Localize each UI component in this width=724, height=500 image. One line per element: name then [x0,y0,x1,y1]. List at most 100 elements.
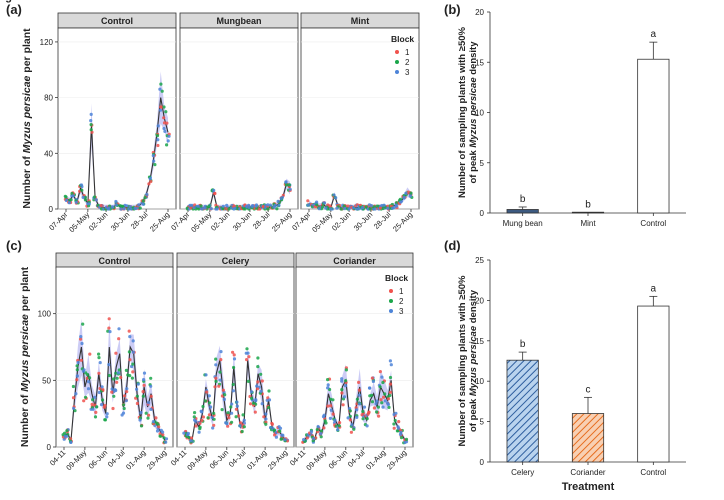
data-point [323,419,327,423]
data-point [316,425,320,429]
data-point [207,394,211,398]
data-point [207,204,211,209]
data-point [331,412,335,416]
data-point [329,408,333,412]
data-point [357,393,361,397]
data-point [365,417,369,421]
data-point [138,206,142,210]
data-point [337,424,341,428]
data-point [149,179,153,184]
data-point [267,405,271,410]
data-point [103,404,107,408]
data-point [205,390,209,394]
data-point [136,382,140,386]
significance-letter: b [520,194,526,205]
data-point [357,402,362,406]
data-point [358,203,363,207]
data-point [237,414,241,418]
data-point [245,358,249,362]
data-point [386,402,390,407]
data-point [221,204,225,208]
data-point [370,393,374,397]
data-point [119,207,123,211]
data-point [379,398,383,402]
data-point [226,411,230,415]
data-point [158,108,163,112]
data-point [89,123,93,127]
data-point [124,368,128,372]
legend-label: 1 [399,287,404,296]
data-point [264,412,268,416]
x-tick-label: 09-May [185,448,209,472]
data-point [161,430,165,434]
data-point [213,191,217,196]
data-point [131,350,135,354]
data-point [395,429,399,433]
legend-title: Block [385,273,408,283]
data-point [386,206,390,210]
data-point [128,358,132,362]
data-point [81,369,86,373]
data-point [149,394,153,398]
data-point [351,206,356,210]
data-point [190,203,194,207]
data-point [133,206,137,210]
data-point [107,206,111,210]
data-point [284,180,288,184]
legend-swatch [395,50,399,54]
data-point [146,416,150,420]
data-point [131,362,135,366]
data-point [392,412,396,417]
data-point [212,423,216,427]
data-point [152,159,156,163]
data-point [157,425,161,429]
data-point [343,207,347,211]
data-point [376,405,380,409]
x-tick-label: 01-Aug [124,448,147,471]
y-tick-label: 20 [475,8,484,17]
data-point [230,420,234,424]
y-tick-label: 100 [38,310,52,319]
data-point [156,138,160,142]
data-point [143,196,147,200]
x-tick-label: 25-Aug [270,210,293,233]
data-point [76,360,80,365]
data-point [268,203,272,207]
data-point [380,375,384,379]
data-point [378,370,382,374]
data-point [355,397,359,401]
x-tick-label: Coriander [570,468,605,477]
data-point [88,352,92,356]
data-point [120,413,124,417]
y-tick-label: 0 [480,458,485,467]
data-point [388,390,392,394]
data-point [135,394,139,398]
data-point [344,379,348,383]
data-point [348,418,352,422]
data-point [213,385,217,389]
data-point [348,414,352,418]
data-point [238,424,242,428]
data-point [398,200,403,204]
x-tick-label: 25-Aug [391,210,414,233]
data-point [270,421,274,425]
x-axis-title: Treatment [562,481,615,493]
data-point [156,124,160,128]
facet-title: Mint [351,16,370,26]
data-point [155,421,159,425]
data-point [342,204,346,208]
data-point [94,410,98,414]
data-point [135,387,139,391]
data-point [135,401,139,406]
facet-celery: Celery04-1109-May06-Jun04-Jul01-Aug29-Au… [169,252,295,472]
bar [506,209,539,214]
data-point [388,393,392,398]
data-point [97,371,101,375]
x-tick-label: 30-Jun [352,210,375,233]
data-point [233,206,237,210]
data-point [204,373,208,377]
data-point [362,405,367,409]
data-point [147,401,151,405]
data-point [165,143,169,147]
x-tick-label: 05-May [67,210,91,234]
